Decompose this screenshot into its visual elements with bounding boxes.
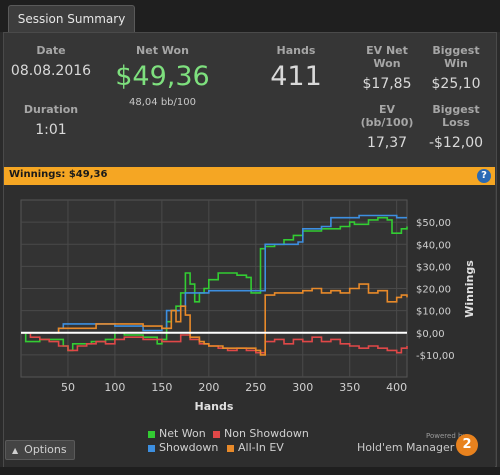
x-axis-label: Hands	[195, 400, 234, 413]
stat-biggest-loss-label: Biggest Loss	[432, 103, 480, 129]
stat-duration-label: Duration	[23, 103, 79, 116]
x-tick-label: 400	[386, 381, 407, 394]
legend-non-showdown: Non Showdown	[213, 427, 309, 440]
tab-session-summary[interactable]: Session Summary	[8, 5, 135, 32]
stat-ev-bb100: EV (bb/100) 17,37	[352, 103, 422, 151]
stat-ev-net-won-label: EV Net Won	[366, 44, 408, 70]
y-tick-label: $40,00	[416, 240, 451, 251]
y-tick-label: $10,00	[416, 307, 451, 318]
x-tick-labels: 50 100 150 200 250 300 350 400	[61, 381, 407, 394]
stat-biggest-win-value: $25,10	[431, 76, 481, 92]
stat-hands-value: 411	[270, 61, 322, 92]
legend-non-showdown-label: Non Showdown	[224, 427, 309, 440]
y-tick-label: $50,00	[416, 218, 451, 229]
stat-duration: Duration 1:01	[10, 103, 92, 138]
help-icon[interactable]: ?	[477, 169, 491, 183]
stat-hands-label: Hands	[276, 44, 316, 57]
x-tick-label: 100	[104, 381, 125, 394]
stat-date-label: Date	[36, 44, 66, 57]
y-tick-label: -$10,00	[416, 351, 455, 362]
stat-biggest-win: Biggest Win $25,10	[420, 44, 492, 92]
stat-net-won: Net Won $49,36 48,04 bb/100	[105, 44, 220, 108]
stat-biggest-win-label: Biggest Win	[432, 44, 480, 70]
y-tick-label: $20,00	[416, 285, 451, 296]
winnings-banner-text: Winnings: $49,36	[9, 169, 108, 180]
legend-showdown: Showdown	[148, 441, 218, 454]
stat-ev-bb100-value: 17,37	[366, 135, 408, 151]
winnings-banner: Winnings: $49,36 ?	[4, 167, 495, 185]
x-tick-label: 250	[245, 381, 266, 394]
series-line-non-showdown	[21, 332, 408, 354]
x-tick-label: 50	[61, 381, 75, 394]
y-tick-label: $30,00	[416, 262, 451, 273]
stat-hands: Hands 411	[256, 44, 336, 93]
stat-net-won-bb100: 48,04 bb/100	[129, 97, 196, 108]
stat-duration-value: 1:01	[35, 122, 67, 138]
brand-logo-text: Hold'em Manager	[357, 441, 455, 454]
stat-net-won-value: $49,36	[115, 61, 210, 92]
options-button-label: Options	[24, 443, 67, 456]
legend-showdown-label: Showdown	[159, 441, 219, 454]
stat-ev-net-won-value: $17,85	[362, 76, 412, 92]
x-tick-label: 200	[198, 381, 219, 394]
legend-non-showdown-swatch	[213, 430, 220, 438]
series-lines	[21, 214, 408, 356]
chevron-up-icon: ▲	[12, 446, 19, 455]
legend-net-won-swatch	[148, 430, 155, 438]
stat-biggest-loss: Biggest Loss -$12,00	[420, 103, 492, 151]
stat-date-value: 08.08.2016	[10, 63, 92, 79]
legend-allin-ev-label: All-In EV	[238, 441, 284, 454]
bottom-strip	[0, 467, 500, 475]
options-button[interactable]: ▲ Options	[5, 440, 75, 460]
stat-date: Date 08.08.2016	[10, 44, 92, 79]
brand-badge-icon: 2	[456, 434, 478, 456]
x-tick-label: 150	[151, 381, 172, 394]
stat-net-won-label: Net Won	[136, 44, 189, 57]
y-tick-labels: -$10,00 $0,00 $10,00 $20,00 $30,00 $40,00 $50,…	[416, 218, 455, 362]
legend-allin-ev: All-In EV	[227, 441, 284, 454]
x-tick-label: 300	[292, 381, 313, 394]
stat-biggest-loss-value: -$12,00	[428, 135, 484, 151]
y-tick-label: $0,00	[416, 329, 445, 340]
stat-ev-net-won: EV Net Won $17,85	[352, 44, 422, 92]
legend-net-won: Net Won	[148, 427, 206, 440]
series-line-all-in-ev	[21, 283, 408, 356]
powered-by-text: Powered by	[426, 432, 467, 440]
winnings-chart: 50 100 150 200 250 300 350 400 -$10,00 $0,00 $10,…	[20, 199, 476, 413]
winnings-chart-area: 50 100 150 200 250 300 350 400 -$10,00 $0,00 $10,…	[4, 185, 495, 467]
legend-net-won-label: Net Won	[159, 427, 206, 440]
x-tick-label: 350	[339, 381, 360, 394]
legend-showdown-swatch	[148, 444, 155, 452]
legend-allin-ev-swatch	[227, 444, 234, 452]
tab-bar: Session Summary	[0, 0, 500, 32]
stat-ev-bb100-label: EV (bb/100)	[360, 103, 414, 129]
y-axis-label: Winnings	[463, 260, 476, 318]
